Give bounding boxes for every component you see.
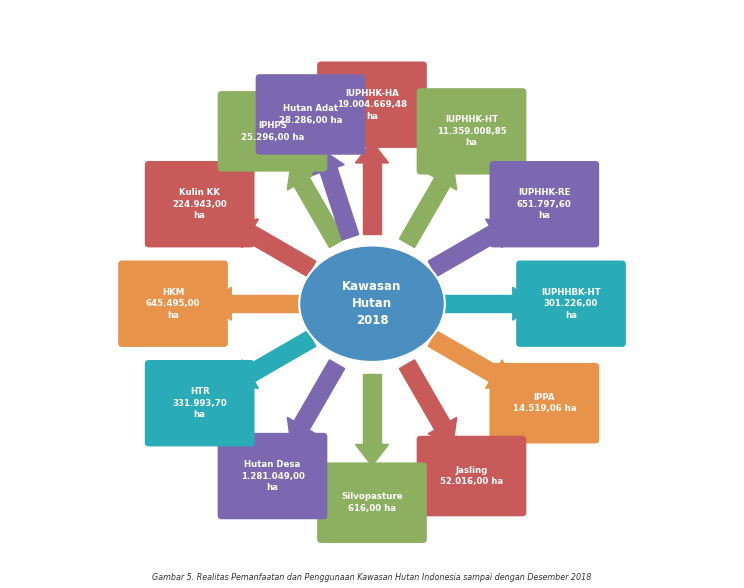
Text: Hutan Desa
1.281.049,00
ha: Hutan Desa 1.281.049,00 ha [240,460,304,492]
Text: HKM
645.495,00
ha: HKM 645.495,00 ha [146,288,200,320]
Polygon shape [231,295,302,312]
Polygon shape [287,417,316,444]
Polygon shape [246,331,316,382]
FancyBboxPatch shape [218,91,327,172]
Text: Jasling
52.016,00 ha: Jasling 52.016,00 ha [440,466,503,486]
Polygon shape [356,142,388,163]
FancyBboxPatch shape [516,260,626,347]
FancyBboxPatch shape [118,260,228,347]
Polygon shape [486,360,513,389]
Polygon shape [294,360,344,430]
FancyBboxPatch shape [417,436,526,516]
Text: IUPHHK-HA
19.004.669,48
ha: IUPHHK-HA 19.004.669,48 ha [337,89,407,121]
Text: Gambar 5. Realitas Pemanfaatan dan Penggunaan Kawasan Hutan Indonesia sampai den: Gambar 5. Realitas Pemanfaatan dan Pengg… [153,573,591,582]
Polygon shape [428,226,498,276]
Polygon shape [428,417,457,444]
Polygon shape [363,373,381,445]
Text: HTR
331.993,70
ha: HTR 331.993,70 ha [173,387,227,419]
Polygon shape [442,295,513,312]
Ellipse shape [299,245,445,362]
Text: IUPHHK-RE
651.797,60
ha: IUPHHK-RE 651.797,60 ha [517,188,571,220]
FancyBboxPatch shape [218,433,327,519]
Text: Silvopasture
616,00 ha: Silvopasture 616,00 ha [341,493,403,513]
Polygon shape [294,178,344,248]
FancyBboxPatch shape [256,74,365,155]
Text: Hutan Adat
28.286,00 ha: Hutan Adat 28.286,00 ha [279,104,342,125]
Polygon shape [428,331,498,382]
Text: Kawasan
Hutan
2018: Kawasan Hutan 2018 [342,280,402,327]
Polygon shape [287,163,316,190]
Polygon shape [356,445,388,466]
FancyBboxPatch shape [490,363,599,443]
FancyBboxPatch shape [145,161,254,248]
Polygon shape [231,360,258,389]
Polygon shape [400,360,450,430]
FancyBboxPatch shape [145,360,254,446]
FancyBboxPatch shape [317,62,427,148]
FancyBboxPatch shape [317,462,427,543]
Polygon shape [320,167,359,240]
Text: Kulin KK
224.943,00
ha: Kulin KK 224.943,00 ha [173,188,227,220]
Polygon shape [363,163,381,234]
Polygon shape [486,219,513,248]
Polygon shape [428,163,457,190]
Polygon shape [231,219,258,248]
Polygon shape [400,178,450,248]
Polygon shape [513,287,534,320]
Polygon shape [312,149,344,175]
Polygon shape [210,287,231,320]
FancyBboxPatch shape [417,88,526,175]
Polygon shape [246,226,316,276]
Text: IUPHHK-HT
11.359.008,85
ha: IUPHHK-HT 11.359.008,85 ha [437,115,507,148]
Text: IPHPS
25.296,00 ha: IPHPS 25.296,00 ha [241,121,304,142]
Text: IPPA
14.519,06 ha: IPPA 14.519,06 ha [513,393,576,413]
Text: IUPHHBK-HT
301.226,00
ha: IUPHHBK-HT 301.226,00 ha [541,288,601,320]
FancyBboxPatch shape [490,161,599,248]
